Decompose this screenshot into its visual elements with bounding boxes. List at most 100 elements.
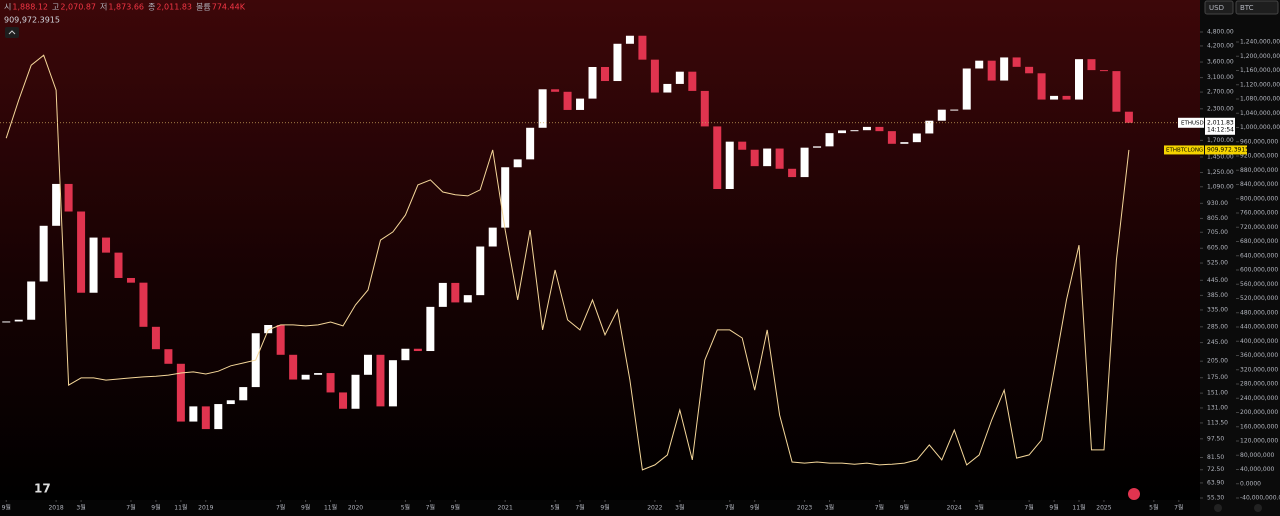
x-tick-label: 5월 [1149,504,1158,512]
x-tick-label: 2022 [647,505,662,512]
candle [700,90,709,127]
candle [426,306,435,352]
candle [1112,71,1121,112]
y-tick-label: 605.00 [1207,245,1228,252]
axis-panel [1200,0,1280,516]
candle [738,141,747,150]
y-tick-label: 97.50 [1207,435,1224,442]
candle [376,354,385,407]
y-tick-label: 4,800.00 [1207,29,1234,36]
candle [176,363,185,422]
series-tag [1178,117,1204,128]
candle [887,131,896,144]
y2-tick-label: 80,000,000 [1240,452,1275,459]
candle [214,404,223,430]
y-tick-label: 3,600.00 [1207,59,1234,66]
y2-tick-label: 920,000,000 [1240,153,1278,160]
candle [39,225,48,282]
candle [600,66,609,82]
x-tick-label: 9월 [301,504,310,512]
y2-tick-label: 1,040,000,000 [1240,110,1280,117]
candle [825,133,834,147]
candle [862,126,871,131]
y2-tick-label: 880,000,000 [1240,167,1278,174]
y2-tick-label: 360,000,000 [1240,352,1278,359]
candle [314,373,323,375]
x-tick-label: 9월 [1049,504,1058,512]
y-tick-label: 4,200.00 [1207,42,1234,49]
y2-tick-label: 160,000,000 [1240,423,1278,430]
series-tag [1164,145,1204,155]
candle [788,168,797,178]
y-tick-label: 805.00 [1207,215,1228,222]
plot-background [0,0,1200,500]
x-tick-label: 3월 [76,504,85,512]
candle [438,282,447,307]
candle [289,354,298,380]
candle [1062,95,1071,100]
y2-tick-label: 120,000,000 [1240,438,1278,445]
candle [588,66,597,99]
y2-tick-label: 960,000,000 [1240,138,1278,145]
legend-value: 774.44K [212,3,246,12]
y-tick-label: 113.50 [1207,419,1228,426]
series-tag-label: ETHBTCLONG [1166,147,1203,153]
y-tick-label: 63.90 [1207,479,1224,486]
y2-tick-label: 640,000,000 [1240,252,1278,259]
x-tick-label: 2024 [947,505,962,512]
candle [226,400,235,405]
y-tick-label: 1,450.00 [1207,153,1234,160]
x-tick-label: 7월 [276,504,285,512]
currency-select[interactable] [1204,0,1234,15]
y-tick-label: 81.50 [1207,454,1224,461]
legend-key: 볼륨 [196,2,211,12]
candle [675,71,684,84]
candle [326,373,335,393]
x-tick-label: 5월 [401,504,410,512]
candle [351,374,360,409]
candle [2,321,11,323]
collapse-button[interactable] [5,27,19,38]
y2-tick-label: 1,200,000,000 [1240,53,1280,60]
log-scale-button[interactable] [1254,504,1262,512]
compare-select[interactable] [1235,0,1279,15]
x-tick-label: 5월 [550,504,559,512]
y2-tick-label: 560,000,000 [1240,281,1278,288]
y2-tick-label: 1,000,000,000 [1240,124,1280,131]
event-icon[interactable] [1128,488,1140,500]
y2-tick-label: 400,000,000 [1240,338,1278,345]
candle [451,282,460,303]
candle [1087,59,1096,71]
x-tick-label: 2018 [48,505,63,512]
price-tag [1205,117,1235,135]
legend-key: 종 [148,3,155,12]
x-tick-label: 9월 [2,504,11,512]
x-tick-label: 3월 [975,504,984,512]
time-axis-panel [0,500,1200,516]
y2-tick-label: 760,000,000 [1240,210,1278,217]
x-tick-label: 11월 [1072,504,1085,512]
auto-scale-button[interactable] [1214,504,1222,512]
y2-tick-label: 320,000,000 [1240,366,1278,373]
y2-tick-label: 800,000,000 [1240,195,1278,202]
x-tick-label: 7월 [875,504,884,512]
candle [14,319,23,322]
candle [987,60,996,81]
y2-tick-label: 1,240,000,000 [1240,39,1280,46]
y-tick-label: 335.00 [1207,306,1228,313]
x-tick-label: 7월 [1174,504,1183,512]
y-tick-label: 445.00 [1207,277,1228,284]
y-tick-label: 385.00 [1207,292,1228,299]
indicator-tag-label: 909,972.3915 [1207,146,1249,153]
x-tick-label: 9월 [750,504,759,512]
candle [688,71,697,91]
legend-value: 1,873.66 [108,3,144,12]
candle [625,35,634,44]
candle [563,91,572,110]
candle [301,374,310,380]
candle [813,146,822,148]
y2-tick-label: 600,000,000 [1240,267,1278,274]
x-tick-label: 2023 [797,505,812,512]
y2-tick-label: 840,000,000 [1240,181,1278,188]
candle [1012,57,1021,67]
